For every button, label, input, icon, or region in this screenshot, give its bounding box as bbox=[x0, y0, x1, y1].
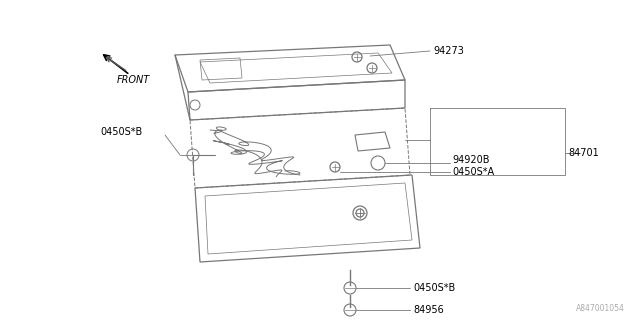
Text: 84701: 84701 bbox=[568, 148, 599, 158]
Text: 0450S*B: 0450S*B bbox=[100, 127, 142, 137]
Text: 94920B: 94920B bbox=[452, 155, 490, 165]
Text: 84956: 84956 bbox=[413, 305, 444, 315]
Text: 0450S*A: 0450S*A bbox=[452, 167, 494, 177]
Text: FRONT: FRONT bbox=[117, 75, 150, 85]
Text: A847001054: A847001054 bbox=[576, 304, 625, 313]
Text: 0450S*B: 0450S*B bbox=[413, 283, 455, 293]
Text: 94273: 94273 bbox=[433, 46, 464, 56]
